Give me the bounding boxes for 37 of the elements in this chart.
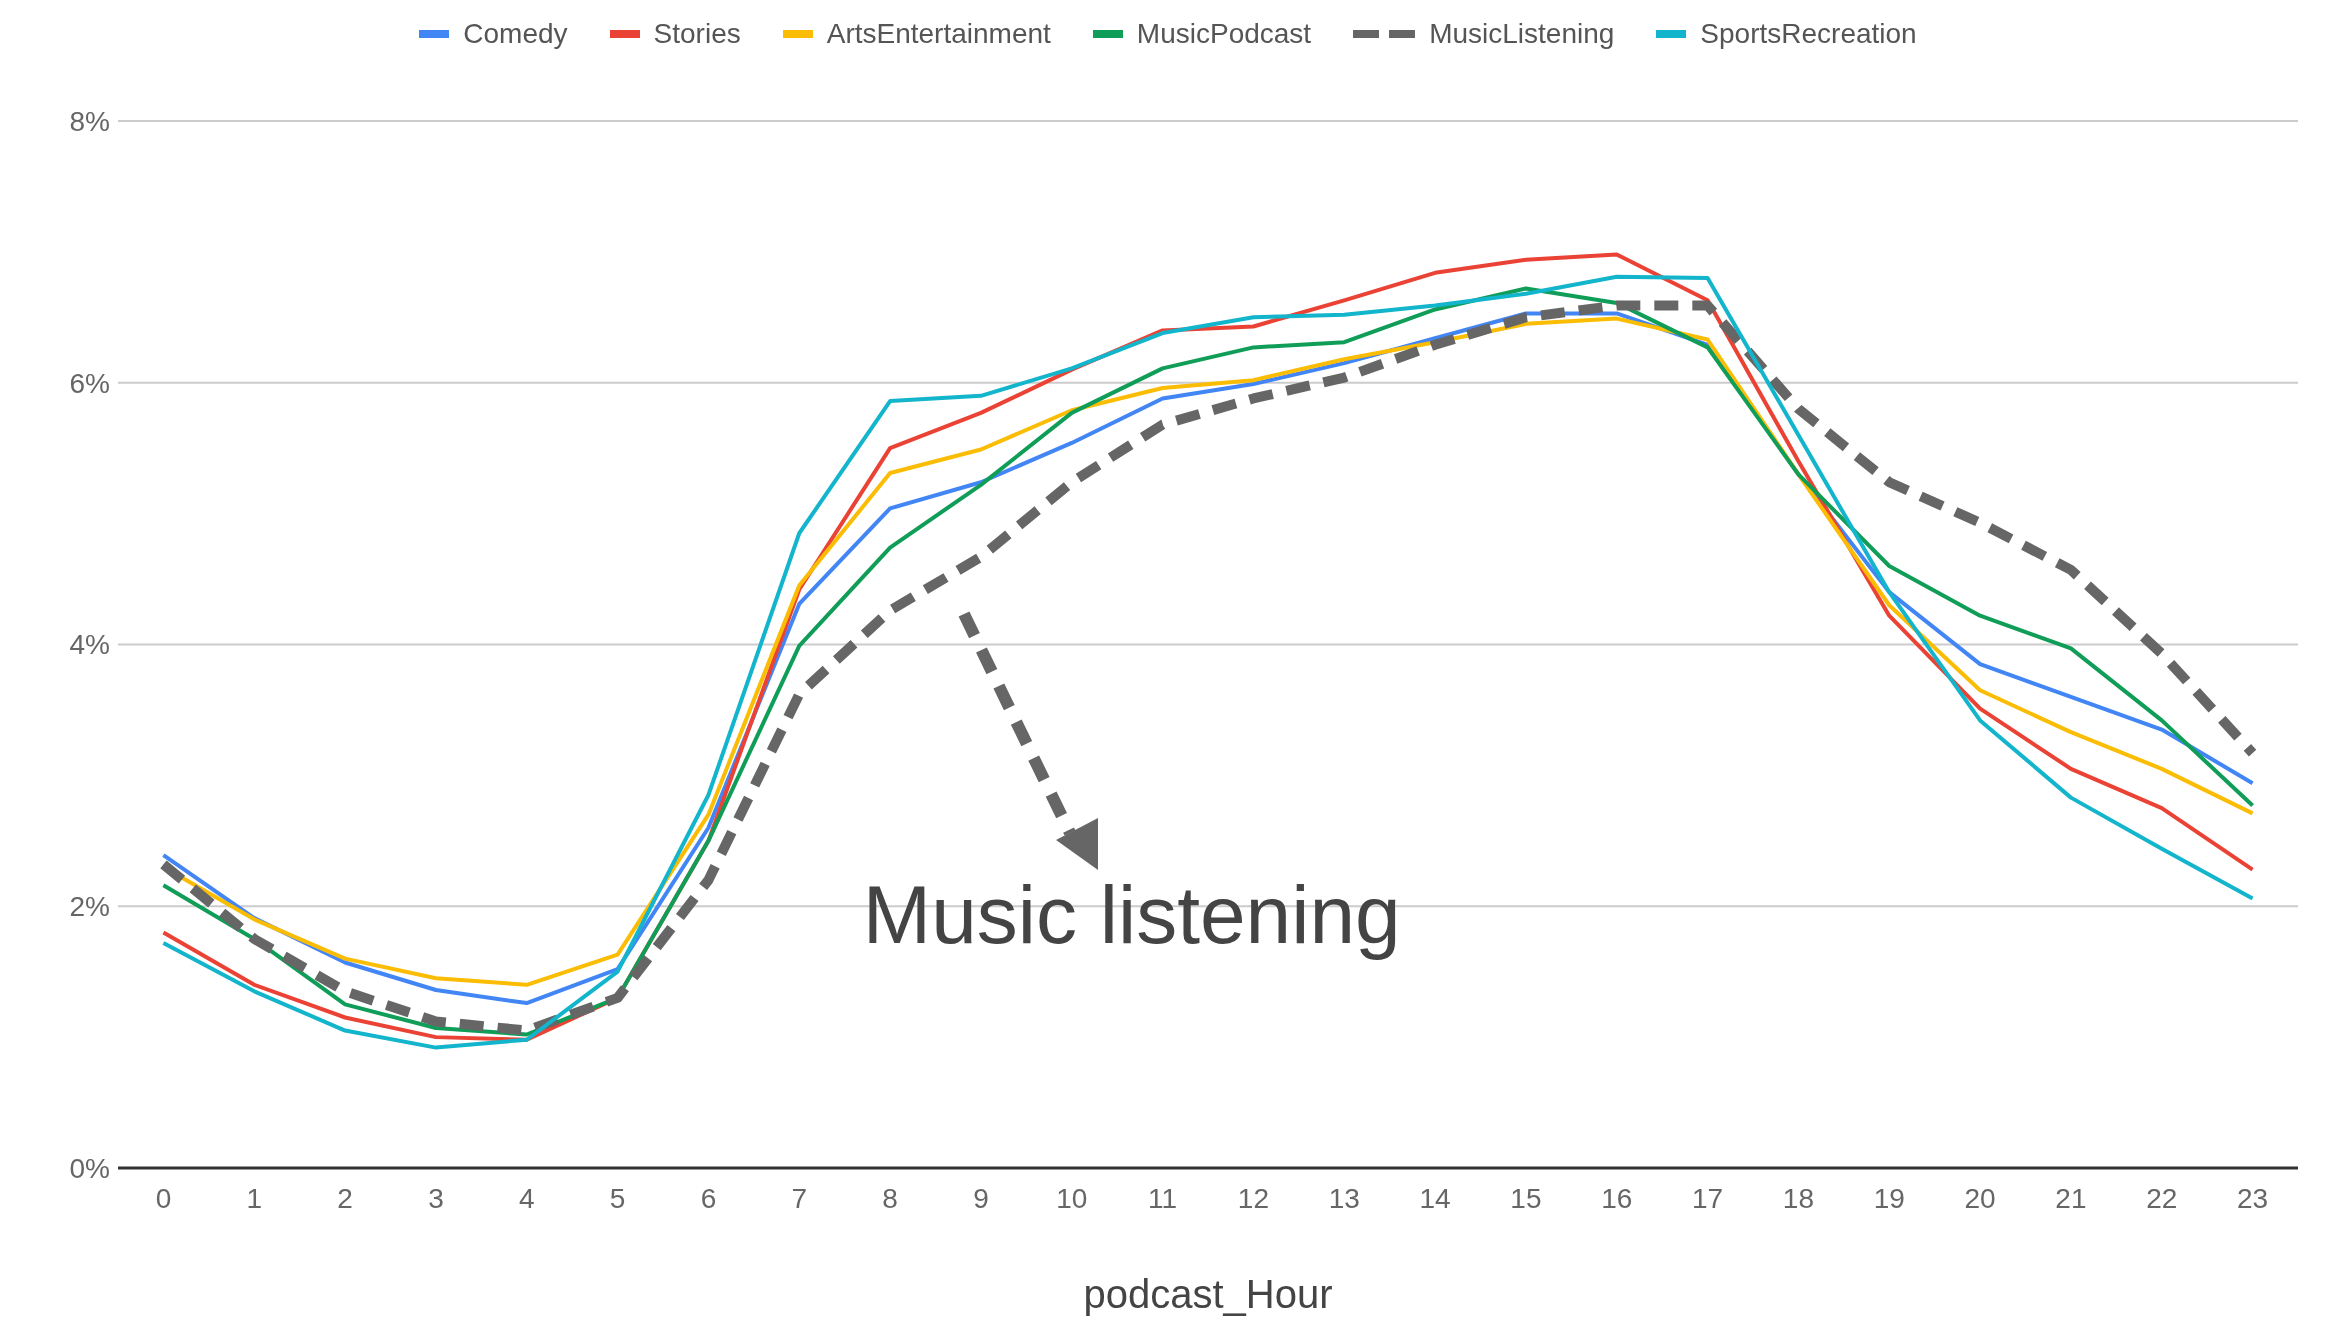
- x-tick-label: 5: [609, 1182, 626, 1214]
- y-tick-label: 8%: [69, 105, 110, 137]
- x-tick-label: 12: [1237, 1182, 1269, 1214]
- x-tick-label: 0: [155, 1182, 172, 1214]
- legend-label: ArtsEntertainment: [826, 18, 1051, 50]
- x-tick-label: 7: [791, 1182, 808, 1214]
- x-tick-label: 11: [1148, 1182, 1178, 1214]
- x-tick-label: 9: [973, 1182, 989, 1214]
- x-tick-label: 2: [337, 1182, 353, 1214]
- x-tick-label: 19: [1873, 1182, 1905, 1214]
- x-tick-label: 8: [882, 1182, 898, 1214]
- x-tick-label: 16: [1601, 1182, 1633, 1214]
- legend-label: SportsRecreation: [1700, 18, 1917, 50]
- x-tick-label: 14: [1419, 1182, 1451, 1214]
- legend-label: Comedy: [463, 18, 568, 50]
- y-tick-label: 4%: [69, 629, 110, 661]
- x-tick-label: 15: [1510, 1182, 1542, 1214]
- x-tick-label: 3: [428, 1182, 444, 1214]
- y-tick-label: 2%: [69, 891, 110, 923]
- x-tick-label: 22: [2146, 1182, 2178, 1214]
- x-tick-label: 13: [1328, 1182, 1360, 1214]
- annotation: Music listening: [862, 868, 1401, 962]
- x-tick-label: 6: [700, 1182, 717, 1214]
- legend-label: MusicPodcast: [1136, 18, 1312, 50]
- x-tick-label: 18: [1782, 1182, 1814, 1214]
- y-tick-label: 0%: [69, 1152, 110, 1184]
- legend-label: Stories: [653, 18, 741, 50]
- x-tick-label: 23: [2237, 1182, 2269, 1214]
- legend-label: MusicListening: [1429, 18, 1615, 50]
- y-tick-label: 6%: [69, 367, 110, 399]
- x-axis-title: podcast_Hour: [1083, 1272, 1333, 1316]
- x-tick-label: 21: [2055, 1182, 2087, 1214]
- x-tick-label: 10: [1056, 1182, 1088, 1214]
- x-tick-label: 17: [1692, 1182, 1724, 1214]
- x-tick-label: 4: [518, 1182, 535, 1214]
- x-tick-label: 1: [246, 1182, 263, 1214]
- x-tick-label: 20: [1964, 1182, 1996, 1214]
